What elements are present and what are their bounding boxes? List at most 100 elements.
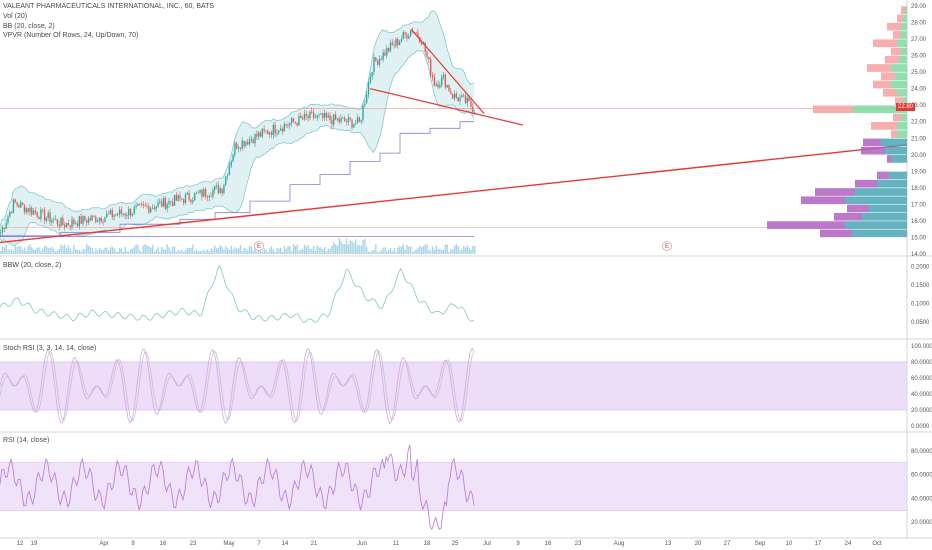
candle-body xyxy=(168,201,170,205)
candle-body xyxy=(435,84,437,86)
legend-bbw[interactable]: BBW (20, close, 2) xyxy=(3,262,62,269)
candle-body xyxy=(40,209,42,220)
candle-body xyxy=(468,97,470,101)
volume-bar xyxy=(144,244,146,254)
volume-bar xyxy=(199,250,201,254)
legend-rsi[interactable]: RSI (14, close) xyxy=(3,437,50,444)
volume-bar xyxy=(175,251,178,254)
volume-bar xyxy=(369,251,372,254)
volume-bar xyxy=(453,245,456,254)
earnings-marker xyxy=(662,241,672,251)
candle-body xyxy=(234,143,236,155)
volume-bar xyxy=(360,245,362,254)
volume-bar xyxy=(250,246,253,254)
volume-bar xyxy=(406,244,408,254)
candle-body xyxy=(181,198,183,200)
candle-body xyxy=(336,118,339,120)
vpvr-down-bar xyxy=(897,14,903,23)
volume-bar xyxy=(272,249,275,254)
volume-bar xyxy=(20,246,22,254)
volume-bar xyxy=(316,245,319,254)
candle-body xyxy=(65,222,68,227)
candle-body xyxy=(351,119,353,128)
time-axis-label: 9 xyxy=(131,541,135,547)
vpvr-down-bar xyxy=(883,88,897,97)
vpvr-down-bar xyxy=(861,146,885,155)
candle-body xyxy=(150,208,152,213)
candle-body xyxy=(408,36,410,39)
candle-body xyxy=(261,128,264,137)
candle-body xyxy=(67,222,70,226)
candle-body xyxy=(323,112,326,118)
candle-body xyxy=(1,227,4,233)
legend-vpvr[interactable]: VPVR (Number Of Rows, 24, Up/Down, 70) xyxy=(3,32,139,39)
candle-body xyxy=(442,74,445,78)
volume-bar xyxy=(386,251,388,254)
volume-bar xyxy=(150,247,152,254)
volume-bar xyxy=(327,248,329,254)
vpvr-up-bar xyxy=(889,171,907,180)
candle-body xyxy=(377,60,379,65)
price-tick-label: 17.00 xyxy=(911,202,927,208)
candle-body xyxy=(139,204,141,205)
candle-body xyxy=(9,211,11,217)
candle-body xyxy=(452,94,454,99)
candle-body xyxy=(25,208,27,213)
candle-body xyxy=(448,84,450,92)
earnings-marker-label: E xyxy=(257,244,261,250)
volume-bar xyxy=(404,249,406,254)
volume-bar xyxy=(433,249,436,254)
candle-body xyxy=(27,208,29,213)
volume-bar xyxy=(65,248,68,254)
legend-stoch-rsi[interactable]: Stoch RSI (3, 3, 14, 14, close) xyxy=(3,345,97,352)
candle-body xyxy=(265,130,267,132)
candle-body xyxy=(417,32,419,38)
candle-body xyxy=(309,111,311,119)
volume-bar xyxy=(382,247,384,254)
vpvr-up-bar xyxy=(891,64,907,72)
candle-body xyxy=(314,117,317,119)
volume-bar xyxy=(455,244,458,254)
bbw-line xyxy=(0,264,475,323)
volume-bar xyxy=(290,251,293,254)
vpvr-up-bar xyxy=(877,179,907,188)
volume-bar xyxy=(261,251,264,254)
candle-body xyxy=(318,114,320,116)
candle-body xyxy=(320,113,322,115)
candle-body xyxy=(258,132,260,137)
vpvr-up-bar xyxy=(845,196,907,205)
volume-bar xyxy=(415,249,417,254)
legend-bollinger[interactable]: BB (20, close, 2) xyxy=(3,23,55,30)
volume-bar xyxy=(107,250,110,254)
volume-bar xyxy=(391,251,394,254)
vpvr-up-bar xyxy=(891,155,907,163)
candle-body xyxy=(247,141,249,145)
time-axis-label: 23 xyxy=(575,541,582,547)
volume-bar xyxy=(331,245,333,254)
volume-bar xyxy=(122,251,125,254)
candle-body xyxy=(281,128,284,132)
symbol-title[interactable]: VALEANT PHARMACEUTICALS INTERNATIONAL, I… xyxy=(3,3,215,10)
volume-bar xyxy=(342,244,344,254)
candle-body xyxy=(301,118,304,120)
volume-bar xyxy=(345,238,348,254)
volume-bar xyxy=(179,251,181,254)
candle-body xyxy=(329,115,331,121)
candle-body xyxy=(164,198,167,209)
candle-body xyxy=(73,219,75,224)
time-axis-label: 14 xyxy=(282,541,289,547)
candle-body xyxy=(104,217,106,222)
volume-bar xyxy=(312,245,315,254)
candle-body xyxy=(327,115,329,118)
candle-body xyxy=(362,105,364,120)
candle-body xyxy=(51,220,53,223)
candle-body xyxy=(402,32,404,40)
candle-body xyxy=(53,219,55,221)
oscillator-tick-label: 40.0000 xyxy=(911,496,932,502)
volume-bar xyxy=(113,248,115,254)
candle-body xyxy=(305,114,307,117)
legend-volume[interactable]: Vol (20) xyxy=(3,13,28,20)
volume-bar xyxy=(461,249,463,254)
vwap-step-line xyxy=(0,121,474,237)
